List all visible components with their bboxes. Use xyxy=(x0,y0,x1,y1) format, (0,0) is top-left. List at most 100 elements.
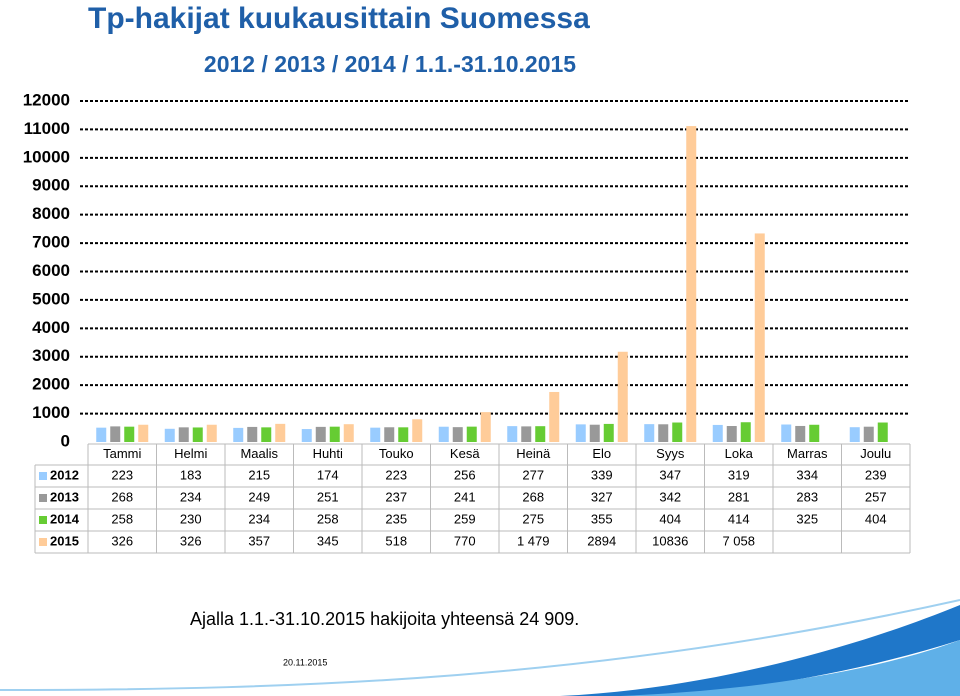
bar xyxy=(233,427,244,442)
bar xyxy=(781,424,792,442)
x-tick-label: Kesä xyxy=(450,446,480,461)
table-value: 258 xyxy=(317,511,339,526)
x-tick-label: Heinä xyxy=(516,446,551,461)
table-value: 345 xyxy=(317,533,339,548)
table-value: 174 xyxy=(317,467,339,482)
table-value: 230 xyxy=(180,511,202,526)
table-value: 355 xyxy=(591,511,613,526)
decor-line xyxy=(0,599,960,691)
table-value: 283 xyxy=(796,489,818,504)
bar xyxy=(672,422,683,442)
table-value: 275 xyxy=(522,511,544,526)
table-value: 347 xyxy=(659,467,681,482)
bar xyxy=(398,427,409,442)
table-value: 2894 xyxy=(587,533,616,548)
y-tick-label: 8000 xyxy=(32,204,70,223)
x-tick-label: Syys xyxy=(656,446,685,461)
bar xyxy=(124,426,135,442)
bar xyxy=(849,427,860,442)
table-value: 339 xyxy=(591,467,613,482)
bar xyxy=(178,427,189,442)
bar xyxy=(658,424,669,442)
table-value: 10836 xyxy=(652,533,688,548)
legend-swatch xyxy=(39,494,47,502)
table-value: 234 xyxy=(248,511,270,526)
y-tick-label: 7000 xyxy=(32,233,70,252)
bar xyxy=(315,426,326,442)
y-tick-label: 5000 xyxy=(32,289,70,308)
x-tick-label: Marras xyxy=(787,446,828,461)
x-tick-label: Elo xyxy=(592,446,611,461)
bar xyxy=(535,426,546,442)
x-tick-label: Maalis xyxy=(240,446,278,461)
table-value: 241 xyxy=(454,489,476,504)
legend-swatch xyxy=(39,538,47,546)
table-value: 256 xyxy=(454,467,476,482)
table-value: 239 xyxy=(865,467,887,482)
legend-label: 2014 xyxy=(50,511,80,526)
bar xyxy=(438,426,449,442)
bar xyxy=(138,424,149,442)
table-value: 249 xyxy=(248,489,270,504)
bar xyxy=(589,424,600,442)
table-value: 325 xyxy=(796,511,818,526)
bar xyxy=(452,427,463,442)
table-value: 251 xyxy=(317,489,339,504)
table-value: 334 xyxy=(796,467,818,482)
table-value: 259 xyxy=(454,511,476,526)
table-value: 281 xyxy=(728,489,750,504)
x-tick-label: Helmi xyxy=(174,446,207,461)
bar xyxy=(412,419,423,442)
legend-swatch xyxy=(39,516,47,524)
date-text: 20.11.2015 xyxy=(283,657,327,667)
y-tick-label: 3000 xyxy=(32,346,70,365)
bar xyxy=(712,424,723,442)
bar xyxy=(617,351,628,442)
bar xyxy=(261,427,272,442)
decor-swoosh xyxy=(560,605,960,696)
table-value: 342 xyxy=(659,489,681,504)
table-value: 1 479 xyxy=(517,533,550,548)
x-tick-label: Tammi xyxy=(103,446,141,461)
bar xyxy=(96,427,107,442)
bar xyxy=(192,427,203,442)
summary-text: Ajalla 1.1.-31.10.2015 hakijoita yhteens… xyxy=(190,609,579,629)
bar xyxy=(754,233,765,442)
table-value: 414 xyxy=(728,511,750,526)
bar xyxy=(507,426,518,442)
table-value: 257 xyxy=(865,489,887,504)
legend-label: 2012 xyxy=(50,467,79,482)
bar xyxy=(740,422,751,442)
y-tick-label: 10000 xyxy=(23,147,70,166)
legend-label: 2013 xyxy=(50,489,79,504)
table-value: 268 xyxy=(111,489,133,504)
bar xyxy=(275,423,286,442)
bar xyxy=(686,126,697,443)
table-value: 237 xyxy=(385,489,407,504)
table-value: 235 xyxy=(385,511,407,526)
table-value: 319 xyxy=(728,467,750,482)
table-value: 770 xyxy=(454,533,476,548)
table-value: 215 xyxy=(248,467,270,482)
decor-swoosh xyxy=(620,640,960,696)
bar xyxy=(603,423,614,442)
y-tick-label: 2000 xyxy=(32,375,70,394)
table-value: 223 xyxy=(111,467,133,482)
y-tick-label: 11000 xyxy=(24,119,70,138)
table-value: 223 xyxy=(385,467,407,482)
x-tick-label: Joulu xyxy=(860,446,891,461)
table-value: 234 xyxy=(180,489,202,504)
table-value: 268 xyxy=(522,489,544,504)
table-value: 404 xyxy=(865,511,887,526)
bar xyxy=(301,429,312,442)
bar xyxy=(370,427,381,442)
legend-swatch xyxy=(39,472,47,480)
chart-title: Tp-hakijat kuukausittain Suomessa xyxy=(88,2,590,35)
bar xyxy=(480,412,491,442)
y-tick-label: 4000 xyxy=(32,318,70,337)
bar xyxy=(247,426,258,442)
table-value: 326 xyxy=(180,533,202,548)
y-tick-label: 12000 xyxy=(23,90,70,109)
bar xyxy=(466,426,477,442)
bar xyxy=(329,426,340,442)
